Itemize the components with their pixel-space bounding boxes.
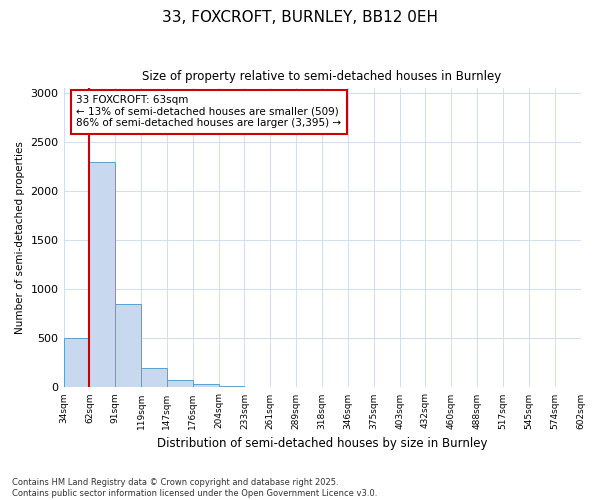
Bar: [89, 162, 115, 388]
Bar: [218, 386, 244, 388]
Bar: [64, 338, 89, 388]
Title: Size of property relative to semi-detached houses in Burnley: Size of property relative to semi-detach…: [142, 70, 502, 83]
Bar: [167, 380, 193, 388]
Bar: [193, 384, 218, 388]
Text: 33 FOXCROFT: 63sqm
← 13% of semi-detached houses are smaller (509)
86% of semi-d: 33 FOXCROFT: 63sqm ← 13% of semi-detache…: [76, 95, 341, 128]
Bar: [141, 368, 167, 388]
X-axis label: Distribution of semi-detached houses by size in Burnley: Distribution of semi-detached houses by …: [157, 437, 487, 450]
Bar: [115, 304, 141, 388]
Text: Contains HM Land Registry data © Crown copyright and database right 2025.
Contai: Contains HM Land Registry data © Crown c…: [12, 478, 377, 498]
Text: 33, FOXCROFT, BURNLEY, BB12 0EH: 33, FOXCROFT, BURNLEY, BB12 0EH: [162, 10, 438, 25]
Y-axis label: Number of semi-detached properties: Number of semi-detached properties: [15, 142, 25, 334]
